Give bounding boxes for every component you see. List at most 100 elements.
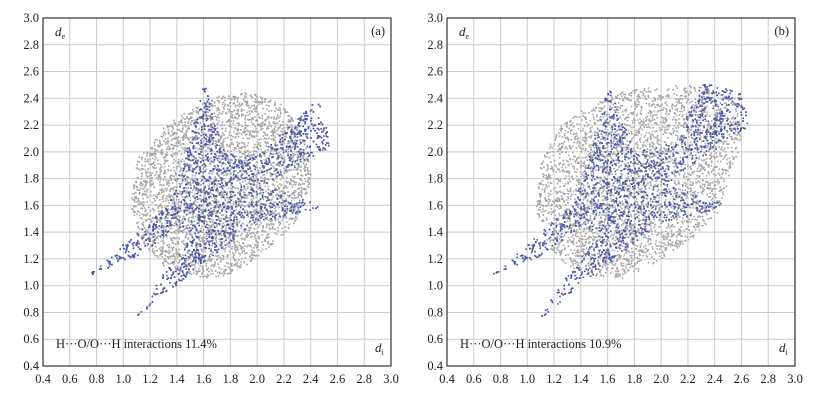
- point-all-contacts: [241, 252, 243, 254]
- point-all-contacts: [229, 120, 231, 122]
- point-all-contacts: [217, 258, 219, 260]
- point-all-contacts: [238, 125, 240, 127]
- point-h-o-contact: [219, 220, 221, 222]
- point-all-contacts: [293, 137, 295, 139]
- point-all-contacts: [154, 145, 156, 147]
- point-all-contacts: [275, 206, 277, 208]
- point-all-contacts: [212, 219, 214, 221]
- point-all-contacts: [262, 227, 264, 229]
- point-all-contacts: [276, 178, 278, 180]
- point-all-contacts: [234, 214, 236, 216]
- point-all-contacts: [213, 266, 215, 268]
- point-all-contacts: [183, 135, 185, 137]
- point-all-contacts: [181, 147, 183, 149]
- point-all-contacts: [241, 142, 243, 144]
- point-all-contacts: [175, 124, 177, 126]
- point-all-contacts: [288, 196, 290, 198]
- point-all-contacts: [169, 149, 171, 151]
- point-all-contacts: [295, 216, 297, 218]
- point-all-contacts: [268, 101, 270, 103]
- point-all-contacts: [151, 220, 153, 222]
- point-all-contacts: [226, 262, 228, 264]
- point-all-contacts: [195, 267, 197, 269]
- point-all-contacts: [166, 206, 168, 208]
- point-h-o-contact: [207, 153, 209, 155]
- point-h-o-contact: [272, 179, 274, 181]
- point-all-contacts: [213, 162, 215, 164]
- point-all-contacts: [247, 138, 249, 140]
- point-all-contacts: [193, 196, 195, 198]
- point-all-contacts: [200, 240, 202, 242]
- point-all-contacts: [200, 158, 202, 160]
- point-all-contacts: [178, 124, 180, 126]
- point-all-contacts: [251, 200, 253, 202]
- point-all-contacts: [243, 191, 245, 193]
- point-all-contacts: [287, 125, 289, 127]
- point-all-contacts: [177, 256, 179, 258]
- point-all-contacts: [136, 201, 138, 203]
- point-all-contacts: [257, 141, 259, 143]
- point-all-contacts: [281, 156, 283, 158]
- point-h-o-contact: [249, 221, 251, 223]
- point-all-contacts: [217, 97, 219, 99]
- point-all-contacts: [160, 250, 162, 252]
- point-all-contacts: [159, 142, 161, 144]
- point-all-contacts: [204, 194, 206, 196]
- point-all-contacts: [173, 263, 175, 265]
- point-all-contacts: [231, 135, 233, 137]
- point-all-contacts: [272, 226, 274, 228]
- point-all-contacts: [174, 154, 176, 156]
- point-all-contacts: [190, 124, 192, 126]
- point-all-contacts: [230, 106, 232, 108]
- point-all-contacts: [217, 114, 219, 116]
- point-all-contacts: [209, 227, 211, 229]
- point-h-o-contact: [266, 182, 268, 184]
- point-all-contacts: [236, 206, 238, 208]
- point-h-o-contact: [174, 205, 176, 207]
- point-all-contacts: [219, 187, 221, 189]
- point-all-contacts: [286, 111, 288, 113]
- point-all-contacts: [216, 116, 218, 118]
- point-all-contacts: [248, 153, 250, 155]
- point-all-contacts: [222, 208, 224, 210]
- point-h-o-contact: [199, 205, 201, 207]
- point-all-contacts: [184, 147, 186, 149]
- point-all-contacts: [171, 131, 173, 133]
- point-h-o-contact: [312, 207, 314, 209]
- point-all-contacts: [295, 184, 297, 186]
- point-h-o-contact: [211, 233, 213, 235]
- point-all-contacts: [143, 180, 145, 182]
- point-all-contacts: [162, 152, 164, 154]
- point-all-contacts: [231, 117, 233, 119]
- point-all-contacts: [181, 203, 183, 205]
- point-all-contacts: [241, 228, 243, 230]
- x-tick-label: 3.0: [383, 372, 399, 386]
- point-all-contacts: [277, 227, 279, 229]
- point-all-contacts: [239, 182, 241, 184]
- point-all-contacts: [203, 247, 205, 249]
- point-all-contacts: [168, 180, 170, 182]
- point-all-contacts: [217, 272, 219, 274]
- point-all-contacts: [167, 182, 169, 184]
- point-all-contacts: [304, 165, 306, 167]
- y-tick-label: 0.4: [23, 359, 39, 373]
- point-all-contacts: [232, 232, 234, 234]
- point-h-o-contact: [193, 138, 195, 140]
- point-all-contacts: [213, 273, 215, 275]
- point-all-contacts: [272, 240, 274, 242]
- point-all-contacts: [227, 98, 229, 100]
- point-all-contacts: [152, 158, 154, 160]
- point-all-contacts: [228, 273, 230, 275]
- point-all-contacts: [246, 183, 248, 185]
- point-all-contacts: [296, 205, 298, 207]
- point-all-contacts: [178, 199, 180, 201]
- point-all-contacts: [205, 118, 207, 120]
- point-all-contacts: [220, 206, 222, 208]
- point-all-contacts: [165, 250, 167, 252]
- point-all-contacts: [259, 167, 261, 169]
- point-h-o-contact: [179, 254, 181, 256]
- point-all-contacts: [152, 184, 154, 186]
- point-all-contacts: [170, 175, 172, 177]
- point-all-contacts: [136, 187, 138, 189]
- point-all-contacts: [188, 264, 190, 266]
